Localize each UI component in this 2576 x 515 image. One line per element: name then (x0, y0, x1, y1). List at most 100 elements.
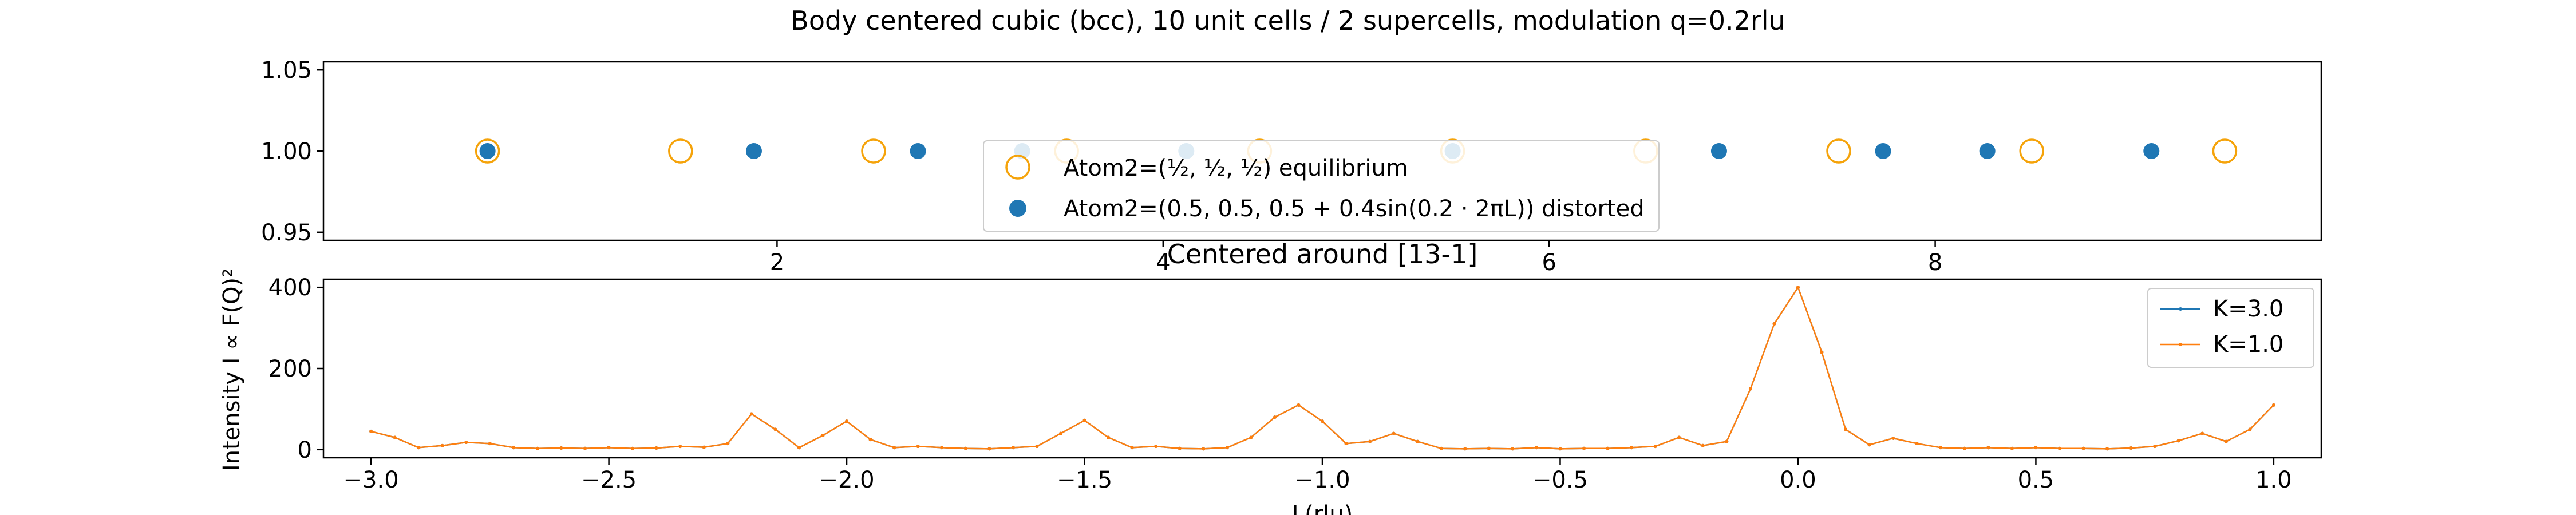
series-point (2224, 439, 2228, 443)
series-point (535, 446, 539, 450)
legend-k1-label: K=1.0 (2213, 331, 2283, 358)
bottom-ytick-label: 400 (268, 275, 312, 301)
series-point (678, 445, 682, 449)
bottom-ytick-label: 0 (298, 437, 312, 464)
legend-equilibrium-suffix: ) equilibrium (1263, 155, 1408, 181)
distorted-point (1875, 143, 1891, 159)
top-legend: Atom2=(½, ½, ½) equilibrium Atom2=(0.5, … (983, 140, 1660, 232)
top-ytick-label: 1.05 (261, 57, 312, 84)
legend-distorted-label: Atom2=(0.5, 0.5, 0.5 + 0.4sin(0.2 · 2πL)… (1064, 196, 1645, 222)
series-point (1225, 446, 1229, 450)
legend-half-fraction-2: ½ (1204, 155, 1226, 181)
series-point (1677, 435, 1681, 439)
series-point (1058, 431, 1062, 435)
series-point (2105, 447, 2109, 451)
bottom-legend: K=3.0 K=1.0 (2147, 288, 2314, 368)
series-point (1748, 387, 1752, 391)
series-point (2129, 446, 2133, 450)
series-point (1630, 446, 1634, 450)
bottom-xtick-label: 1.0 (2255, 467, 2292, 493)
series-point (1487, 446, 1491, 450)
legend-k3-label: K=3.0 (2213, 296, 2283, 322)
series-point (749, 412, 753, 416)
series-point (488, 442, 492, 446)
series-point (1439, 446, 1443, 450)
series-point (369, 429, 373, 433)
bottom-lines (369, 286, 2275, 451)
k3-series-line (370, 286, 2274, 450)
series-point (726, 442, 730, 446)
top-xtick-label: 2 (770, 249, 784, 276)
legend-filled-circle-marker (1009, 200, 1026, 217)
bottom-ytick-label: 200 (268, 356, 312, 382)
series-point (1582, 446, 1586, 450)
bottom-xlabel: L(rlu) (1292, 501, 1353, 515)
top-ytick-label: 1.00 (261, 138, 312, 165)
series-point (1701, 443, 1705, 447)
series-point (1962, 446, 1966, 450)
series-point (773, 427, 777, 431)
series-point (1249, 435, 1253, 439)
equilibrium-point (475, 138, 500, 164)
series-point (583, 446, 587, 450)
series-point (417, 446, 421, 450)
series-point (1820, 350, 1824, 354)
distorted-point (479, 143, 496, 159)
bottom-ylabel: Intensity I ∝ F(Q)² (219, 268, 245, 471)
series-point (1321, 419, 1324, 423)
top-ytick-label: 0.95 (261, 220, 312, 246)
bottom-xtick-label: −1.5 (1057, 467, 1112, 493)
k1-series-line (370, 286, 2274, 450)
series-point (2153, 445, 2157, 449)
series-point (654, 446, 658, 450)
legend-k3-marker (2179, 307, 2182, 311)
legend-sep-1: , (1189, 155, 1203, 181)
series-point (987, 447, 991, 451)
legend-sep-2: , (1226, 155, 1240, 181)
series-point (2200, 431, 2204, 435)
bottom-xtick-label: −1.0 (1294, 467, 1350, 493)
bottom-ticks: 0 200 400 −3.0 −2.5 −2.0 −1.5 −1.0 −0.5 0.0 0.5 1.0 (268, 275, 2292, 493)
bottom-panel: Centered around [13-1] 0 200 400 −3.0 −2.5 −2… (219, 239, 2322, 515)
bottom-xtick-label: −2.0 (819, 467, 874, 493)
bottom-xtick-label: −0.5 (1532, 467, 1588, 493)
bottom-title: Centered around [13-1] (1167, 239, 1478, 270)
equilibrium-point (2019, 138, 2044, 164)
series-point (1606, 446, 1610, 450)
bottom-legend-frame (2147, 288, 2314, 368)
series-point (1344, 442, 1348, 446)
series-point (1154, 445, 1158, 449)
series-point (1534, 446, 1538, 450)
top-panel: 0.951.001.052 4 6 8 Atom2=(½, ½, ½) equilib… (261, 57, 2322, 276)
series-point (892, 446, 896, 450)
series-point (1986, 446, 1990, 450)
top-legend-frame (983, 140, 1660, 232)
bottom-xtick-label: 0.5 (2018, 467, 2055, 493)
equilibrium-point (861, 138, 886, 164)
series-point (916, 445, 920, 449)
equilibrium-point (668, 138, 693, 164)
series-point (559, 446, 563, 450)
legend-k1-marker (2179, 343, 2182, 346)
series-point (1392, 431, 1396, 435)
series-point (2248, 427, 2252, 431)
series-point (940, 446, 944, 450)
series-point (1844, 427, 1848, 431)
series-point (631, 446, 635, 450)
series-point (821, 434, 825, 437)
figure-title: Body centered cubic (bcc), 10 unit cells… (791, 5, 1785, 36)
top-xtick-label: 4 (1156, 249, 1170, 276)
top-ticks: 0.95 1.00 1.05 2 4 6 8 (261, 57, 1942, 276)
series-point (702, 445, 706, 449)
series-point (1202, 447, 1206, 451)
distorted-point (1979, 143, 1996, 159)
series-point (2271, 403, 2275, 407)
legend-equilibrium-label: Atom2=(½, ½, ½) equilibrium (1064, 155, 1408, 181)
top-xtick-label: 6 (1542, 249, 1556, 276)
series-point (2081, 446, 2085, 450)
series-point (1416, 439, 1420, 443)
top-xtick-label: 8 (1928, 249, 1942, 276)
distorted-point (910, 143, 926, 159)
series-point (2057, 446, 2061, 450)
series-point (1796, 286, 1800, 290)
